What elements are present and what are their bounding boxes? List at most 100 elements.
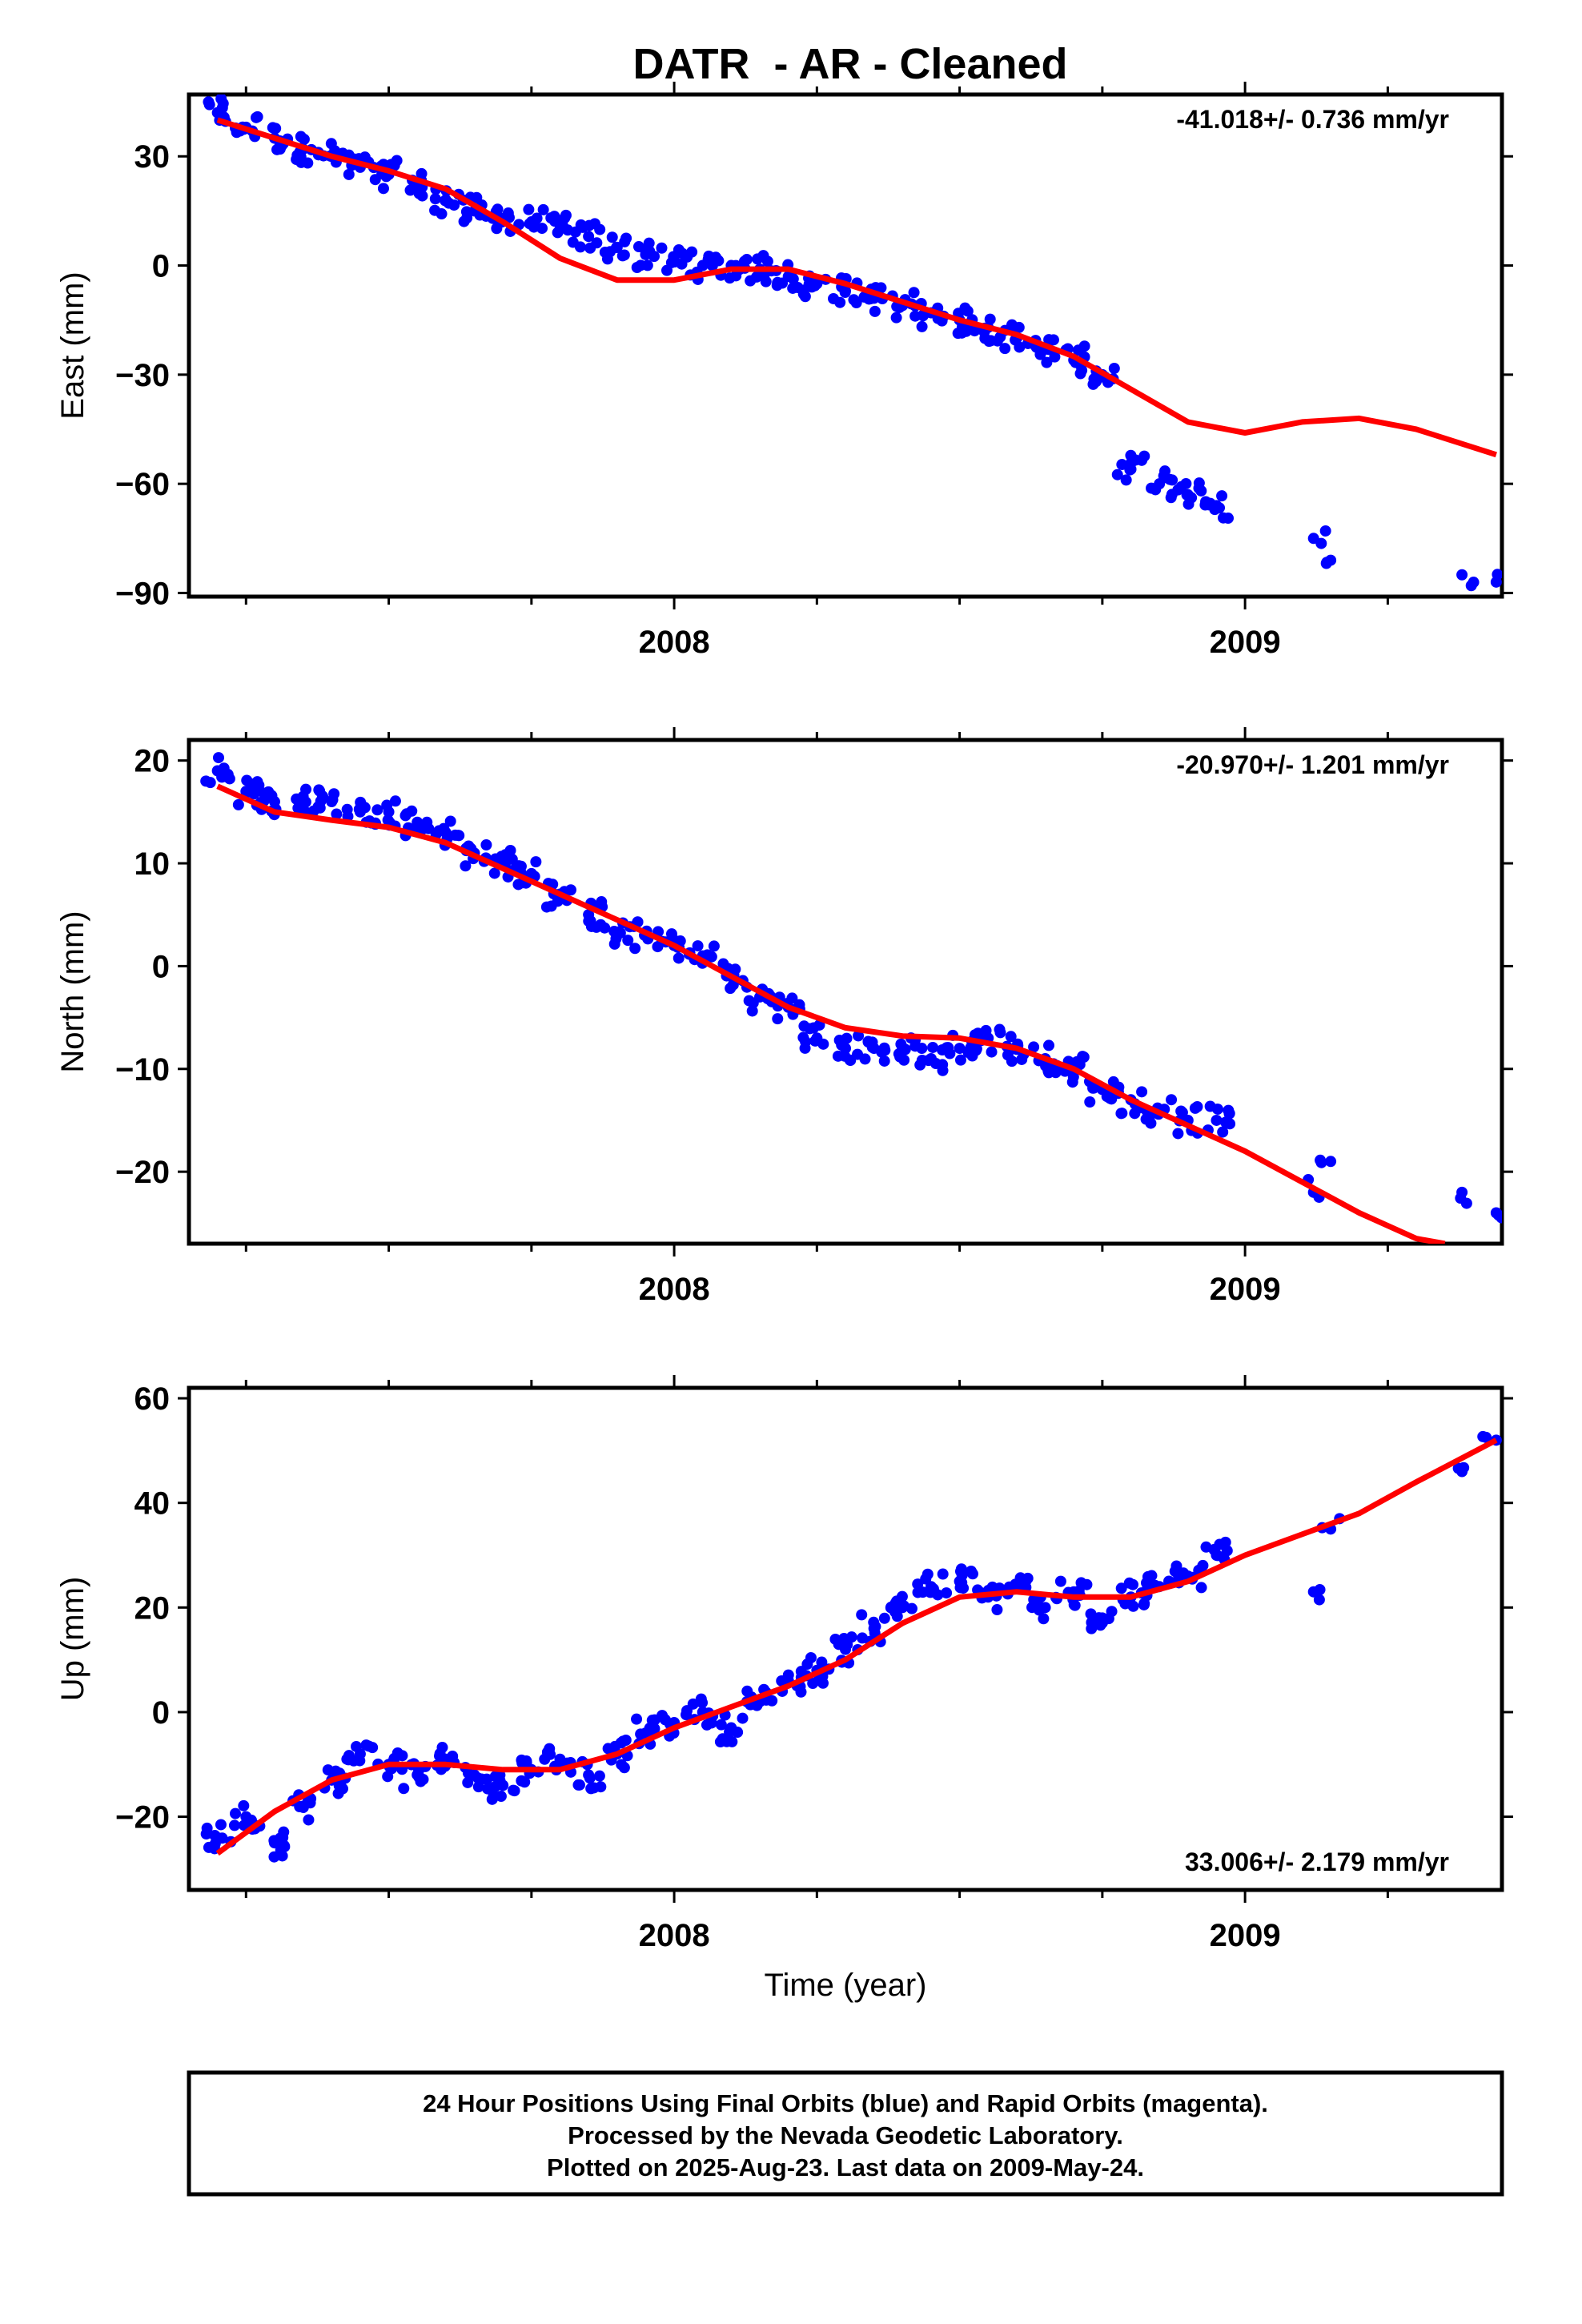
data-point-sample: [276, 1850, 288, 1862]
data-point-sample: [708, 940, 720, 952]
data-point-sample: [836, 1039, 848, 1051]
data-point-sample: [1066, 1076, 1078, 1088]
data-point-sample: [917, 310, 929, 322]
data-point-sample: [298, 133, 310, 145]
data-point-sample: [248, 788, 260, 800]
data-point-sample: [1182, 498, 1195, 510]
data-point-sample: [927, 1041, 939, 1053]
data-point-sample: [1197, 1559, 1209, 1571]
data-point-sample: [371, 804, 383, 816]
data-point-sample: [1115, 1108, 1127, 1120]
data-point-sample: [635, 1728, 647, 1740]
data-point-sample: [381, 799, 393, 811]
data-point-sample: [343, 168, 355, 180]
data-point-sample: [593, 1770, 605, 1782]
data-point-sample: [312, 801, 324, 813]
data-point-sample: [1468, 577, 1480, 589]
data-point-sample: [223, 773, 235, 785]
data-point-sample: [1138, 1598, 1150, 1610]
data-point-sample: [536, 223, 548, 235]
data-point-sample: [1005, 1031, 1017, 1043]
plot-frame: [187, 92, 1504, 599]
data-point-sample: [962, 305, 974, 317]
data-point-sample: [1084, 1096, 1096, 1108]
data-point-sample: [238, 1819, 250, 1831]
data-point-sample: [1204, 1100, 1216, 1112]
data-point: [1325, 1156, 1337, 1168]
data-point-sample: [351, 1740, 363, 1752]
data-point-sample: [502, 207, 514, 219]
data-point-sample: [1173, 1570, 1185, 1582]
data-point-sample: [436, 1742, 448, 1754]
data-point-sample: [575, 219, 587, 231]
data-point-sample: [746, 1005, 758, 1017]
data-point-sample: [480, 1773, 492, 1785]
data-point-sample: [833, 1638, 845, 1651]
data-point-sample: [816, 1656, 828, 1668]
data-point-sample: [1078, 340, 1090, 352]
data-point-sample: [608, 938, 620, 950]
rate-annotation: 33.006+/- 2.179 mm/yr: [1185, 1848, 1449, 1876]
data-point-sample: [1016, 1053, 1028, 1065]
x-tick-label: 2009: [1210, 1918, 1281, 1953]
data-point-sample: [278, 1826, 290, 1838]
rate-annotation: -20.970+/- 1.201 mm/yr: [1176, 750, 1449, 779]
data-point-sample: [1477, 1430, 1489, 1442]
data-point-sample: [1002, 1049, 1014, 1061]
data-point: [1456, 569, 1468, 581]
y-tick-label: 0: [152, 1695, 170, 1731]
data-point-sample: [540, 901, 552, 913]
data-point-sample: [201, 1822, 213, 1834]
data-point-sample: [215, 1819, 227, 1831]
data-point-sample: [809, 279, 821, 292]
data-point-sample: [656, 1710, 669, 1722]
data-point-sample: [1054, 1575, 1066, 1587]
data-point-sample: [1049, 351, 1061, 363]
data-point-sample: [297, 1801, 309, 1813]
data-point-sample: [941, 1042, 953, 1054]
data-point-sample: [1176, 1107, 1188, 1119]
data-point-sample: [572, 1779, 584, 1791]
data-point-sample: [322, 1764, 334, 1776]
data-point-sample: [772, 276, 784, 288]
y-tick-label: −30: [115, 358, 170, 393]
data-point-sample: [1111, 468, 1123, 480]
data-point-sample: [266, 790, 278, 802]
data-point-sample: [761, 255, 773, 267]
data-point-sample: [230, 1807, 242, 1819]
data-point-sample: [673, 952, 685, 964]
data-point-sample: [714, 1736, 726, 1748]
data-point-sample: [453, 830, 465, 842]
data-point-sample: [541, 1746, 553, 1758]
data-point-sample: [799, 291, 811, 303]
data-point-sample: [853, 1030, 865, 1042]
x-tick-label: 2008: [639, 1918, 710, 1953]
data-point-sample: [969, 325, 981, 337]
data-point-sample: [1078, 1051, 1090, 1063]
data-point-sample: [799, 1042, 811, 1054]
data-point-sample: [715, 1719, 727, 1731]
data-point-sample: [726, 1735, 738, 1747]
data-point-sample: [798, 1020, 810, 1032]
plot-area: [200, 752, 1502, 1244]
data-point-sample: [1087, 1082, 1099, 1094]
data-point-sample: [218, 762, 230, 774]
data-point-sample: [291, 793, 303, 805]
y-tick-label: 20: [135, 744, 171, 779]
data-point-sample: [984, 313, 996, 325]
x-tick-label: 2008: [639, 625, 710, 660]
data-point-sample: [985, 335, 997, 347]
data-point-sample: [1221, 1545, 1233, 1557]
data-point-sample: [508, 1785, 520, 1797]
data-point-sample: [404, 184, 416, 196]
data-point-sample: [1085, 1608, 1097, 1620]
data-point-sample: [443, 197, 455, 209]
data-point-sample: [732, 1727, 744, 1739]
data-point-sample: [1189, 1102, 1201, 1114]
y-tick-label: 0: [152, 249, 170, 284]
data-point-sample: [848, 294, 860, 306]
rate-annotation: -41.018+/- 0.736 mm/yr: [1176, 105, 1449, 134]
x-tick-label: 2009: [1210, 625, 1281, 660]
data-point-sample: [1200, 496, 1212, 508]
